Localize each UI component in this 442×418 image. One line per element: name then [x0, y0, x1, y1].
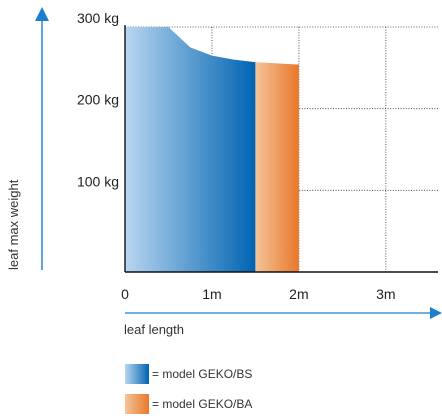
y-axis-title: leaf max weight [6, 179, 21, 270]
axes [124, 25, 438, 273]
legend-swatch-1 [125, 394, 149, 414]
x-tick-label: 3m [376, 286, 395, 302]
series-areas [125, 27, 299, 272]
x-tick-label: 0 [121, 286, 129, 302]
series-area-1 [255, 62, 299, 272]
legend-label-1: = model GEKO/BA [152, 397, 252, 411]
tick-labels: 100 kg 200 kg 300 kg 0 1m 2m 3m [77, 10, 396, 302]
y-tick-label: 200 kg [77, 92, 119, 108]
x-axis-title: leaf length [124, 322, 184, 337]
y-tick-label: 100 kg [77, 173, 119, 189]
x-tick-label: 1m [202, 286, 221, 302]
series-area-0 [125, 27, 256, 272]
legend: = model GEKO/BS = model GEKO/BA [125, 364, 252, 414]
y-tick-label: 300 kg [77, 10, 119, 26]
x-tick-label: 2m [289, 286, 308, 302]
legend-swatch-0 [125, 364, 149, 384]
legend-label-0: = model GEKO/BS [152, 367, 252, 381]
